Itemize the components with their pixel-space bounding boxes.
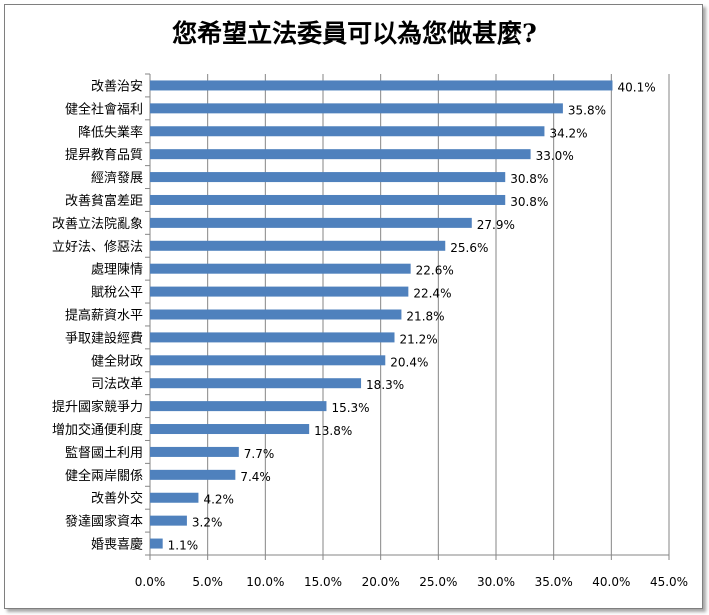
- data-label: 13.8%: [314, 424, 352, 438]
- category-label: 健全社會福利: [65, 101, 143, 117]
- category-label: 賦稅公平: [91, 286, 143, 301]
- category-label: 改善貧富差距: [65, 193, 143, 209]
- category-label: 增加交通便利度: [52, 422, 143, 438]
- category-label: 提昇教育品質: [65, 147, 143, 163]
- bar: [150, 538, 163, 549]
- data-label: 40.1%: [617, 80, 655, 94]
- bar: [150, 401, 327, 412]
- category-label: 處理陳情: [91, 263, 143, 278]
- x-tick-label: 40.0%: [592, 575, 630, 589]
- x-tick-label: 10.0%: [246, 575, 284, 589]
- data-label: 3.2%: [192, 516, 223, 530]
- bar: [150, 126, 545, 137]
- bar: [150, 309, 402, 320]
- x-tick-label: 5.0%: [192, 575, 223, 589]
- category-label: 發達國家資本: [65, 514, 143, 530]
- category-label: 改善治安: [91, 78, 143, 94]
- category-label: 健全財政: [91, 353, 143, 369]
- category-label: 改善立法院亂象: [52, 216, 143, 232]
- x-tick-label: 30.0%: [477, 575, 515, 589]
- data-label: 7.7%: [244, 447, 275, 461]
- data-label: 1.1%: [168, 539, 199, 553]
- category-label: 改善外交: [91, 491, 143, 507]
- data-label: 35.8%: [568, 103, 606, 117]
- bar: [150, 286, 409, 297]
- bar: [150, 80, 613, 91]
- bar: [150, 263, 411, 274]
- bar: [150, 240, 446, 251]
- category-label: 健全兩岸關係: [65, 468, 143, 484]
- data-label: 33.0%: [536, 149, 574, 163]
- bar: [150, 103, 563, 114]
- category-label: 經濟發展: [91, 170, 143, 186]
- data-label: 7.4%: [240, 470, 271, 484]
- data-label: 34.2%: [549, 126, 587, 140]
- bar: [150, 149, 531, 160]
- data-label: 18.3%: [366, 378, 404, 392]
- category-label: 婚喪喜慶: [91, 538, 143, 553]
- category-label: 降低失業率: [78, 124, 143, 140]
- data-label: 22.6%: [416, 264, 454, 278]
- chart-title: 您希望立法委員可以為您做甚麼?: [172, 19, 537, 48]
- data-label: 30.8%: [510, 195, 548, 209]
- bar: [150, 194, 506, 205]
- data-label: 4.2%: [203, 493, 234, 507]
- data-label: 22.4%: [413, 287, 451, 301]
- bar: [150, 515, 187, 526]
- x-tick-label: 15.0%: [304, 575, 342, 589]
- bar: [150, 355, 386, 366]
- category-label: 爭取建設經費: [65, 330, 143, 346]
- data-label: 25.6%: [450, 241, 488, 255]
- x-tick-label: 25.0%: [419, 575, 457, 589]
- x-tick-label: 0.0%: [135, 575, 166, 589]
- x-tick-label: 45.0%: [650, 575, 688, 589]
- data-label: 21.2%: [400, 332, 438, 346]
- category-label: 提升國家競爭力: [52, 399, 143, 415]
- bar: [150, 424, 310, 435]
- data-label: 30.8%: [510, 172, 548, 186]
- bar: [150, 332, 395, 343]
- bar: [150, 446, 239, 457]
- bar: [150, 172, 506, 183]
- x-tick-label: 35.0%: [535, 575, 573, 589]
- category-label: 提高薪資水平: [65, 308, 143, 324]
- bar: [150, 492, 199, 503]
- data-label: 15.3%: [331, 401, 369, 415]
- category-label: 司法改革: [91, 377, 143, 392]
- x-tick-label: 20.0%: [362, 575, 400, 589]
- data-label: 21.8%: [406, 310, 444, 324]
- category-label: 立好法、修惡法: [52, 240, 143, 255]
- bar: [150, 469, 236, 480]
- data-label: 27.9%: [477, 218, 515, 232]
- category-label: 監督國土利用: [65, 445, 143, 461]
- bar: [150, 378, 362, 389]
- data-label: 20.4%: [390, 355, 428, 369]
- bar: [150, 217, 472, 228]
